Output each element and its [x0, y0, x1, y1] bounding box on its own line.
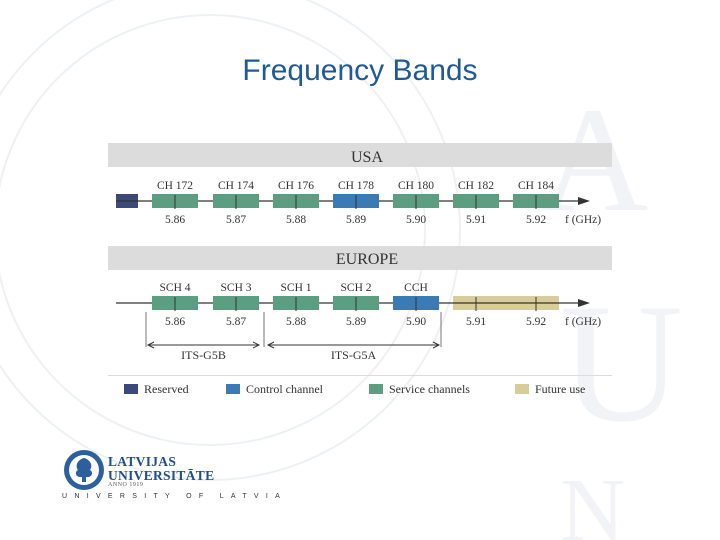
legend-swatch-future: [515, 384, 529, 394]
usa-header: USA: [351, 149, 383, 166]
legend-swatch-service: [369, 384, 383, 394]
svg-text:N: N: [560, 461, 625, 540]
usa-tick-label: 5.89: [346, 214, 366, 226]
range-arrow-left-icon: [266, 341, 275, 349]
usa-tick-label: 5.87: [226, 214, 246, 226]
logo-name-line2: UNIVERSITĀTE: [108, 468, 215, 483]
usa-channel-label: CH 174: [218, 180, 254, 192]
europe-tick-label: 5.88: [286, 316, 306, 328]
usa-channel-label: CH 176: [278, 180, 314, 192]
range-arrow-right-icon: [432, 341, 441, 349]
legend-divider: [108, 375, 612, 376]
range-label: ITS-G5A: [331, 348, 377, 362]
range-arrow-right-icon: [252, 341, 261, 349]
europe-tick-label: 5.87: [226, 316, 246, 328]
usa-tick-label: 5.92: [526, 214, 546, 226]
legend-label-control: Control channel: [246, 382, 324, 396]
legend-swatch-reserved: [124, 384, 138, 394]
logo-subtitle: UNIVERSITY OF LATVIA: [62, 493, 288, 500]
usa-channel-label: CH 184: [518, 180, 554, 192]
legend-label-service: Service channels: [389, 382, 470, 396]
europe-header-band: [108, 246, 612, 270]
slide-title: Frequency Bands: [242, 54, 478, 87]
europe-axis-arrow-icon: [578, 299, 590, 307]
usa-channel-label: CH 180: [398, 180, 434, 192]
legend-swatch-control: [226, 384, 240, 394]
europe-axis-label: f (GHz): [565, 316, 601, 328]
usa-tick-label: 5.91: [466, 214, 486, 226]
usa-tick-label: 5.86: [165, 214, 185, 226]
legend: Reserved Control channel Service channels F…: [108, 375, 612, 396]
logo-name-line1: LATVIJAS: [108, 454, 177, 469]
europe-header: EUROPE: [336, 251, 398, 268]
europe-channel-label: CCH: [404, 282, 428, 294]
legend-label-reserved: Reserved: [144, 382, 189, 396]
usa-tick-label: 5.90: [406, 214, 426, 226]
usa-channel-label: CH 182: [458, 180, 494, 192]
europe-tick-label: 5.90: [406, 316, 426, 328]
usa-header-band: [108, 143, 612, 167]
europe-tick-label: 5.86: [165, 316, 185, 328]
university-seal-icon: [64, 450, 104, 490]
range-arrow-left-icon: [146, 341, 155, 349]
usa-channel-label: CH 178: [338, 180, 374, 192]
usa-tick-label: 5.88: [286, 214, 306, 226]
europe-tick-label: 5.89: [346, 316, 366, 328]
range-label: ITS-G5B: [181, 348, 226, 362]
europe-tick-label: 5.91: [466, 316, 486, 328]
logo-anno: ANNO 1919: [108, 482, 144, 488]
europe-channel-label: SCH 1: [281, 282, 312, 294]
usa-channel-label: CH 172: [157, 180, 193, 192]
europe-channel-label: SCH 3: [221, 282, 252, 294]
europe-channel-label: SCH 2: [341, 282, 372, 294]
university-logo: LATVIJAS UNIVERSITĀTE ANNO 1919 UNIVERSI…: [60, 444, 280, 506]
usa-axis-label: f (GHz): [565, 214, 601, 226]
legend-label-future: Future use: [535, 382, 585, 396]
europe-channel-label: SCH 4: [160, 282, 191, 294]
usa-axis-arrow-icon: [578, 197, 590, 205]
europe-tick-label: 5.92: [526, 316, 546, 328]
